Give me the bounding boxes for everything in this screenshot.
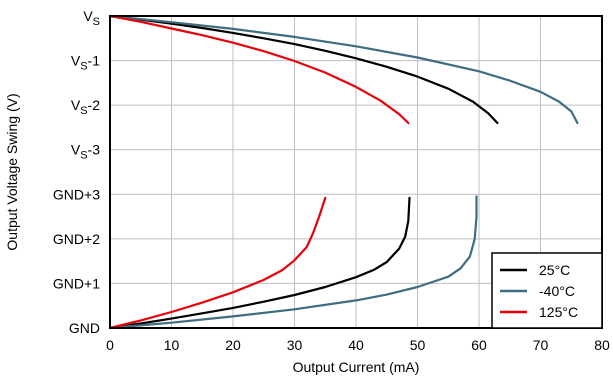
series-line-2-low bbox=[108, 196, 327, 330]
series-line-0-high bbox=[108, 14, 499, 125]
legend: 25°C -40°C 125°C bbox=[491, 252, 603, 329]
legend-label: 25°C bbox=[539, 262, 570, 278]
y-axis-title: Output Voltage Swing (V) bbox=[4, 93, 20, 250]
x-tick-label: 40 bbox=[348, 337, 364, 353]
y-tick-label: GND+1 bbox=[53, 275, 100, 291]
x-tick-label: 80 bbox=[594, 337, 610, 353]
plot-frame bbox=[109, 15, 603, 329]
x-tick-label: 50 bbox=[410, 337, 426, 353]
x-tick-labels: 0 10 20 30 40 50 60 70 80 bbox=[106, 337, 610, 353]
x-tick-label: 30 bbox=[287, 337, 303, 353]
x-tick-label: 0 bbox=[106, 337, 114, 353]
x-tick-label: 10 bbox=[164, 337, 180, 353]
y-tick-label: VS-3 bbox=[71, 142, 100, 162]
legend-box bbox=[491, 252, 603, 329]
y-tick-label: VS-2 bbox=[71, 97, 100, 117]
y-tick-labels: GND GND+1 GND+2 GND+3 VS-3 VS-2 VS-1 VS bbox=[53, 8, 100, 336]
series-line-2-high bbox=[108, 14, 410, 125]
y-tick-label: GND+2 bbox=[53, 231, 100, 247]
legend-label: 125°C bbox=[539, 304, 578, 320]
y-tick-label: VS-1 bbox=[71, 53, 100, 73]
x-tick-label: 60 bbox=[471, 337, 487, 353]
x-axis-title: Output Current (mA) bbox=[293, 359, 420, 375]
series-line-1-high bbox=[108, 14, 579, 125]
x-tick-label: 70 bbox=[533, 337, 549, 353]
x-tick-label: 20 bbox=[225, 337, 241, 353]
series-curves bbox=[108, 14, 579, 330]
y-tick-label: GND bbox=[69, 320, 100, 336]
series-line-1-low bbox=[108, 195, 478, 330]
y-tick-label: GND+3 bbox=[53, 186, 100, 202]
legend-label: -40°C bbox=[539, 283, 575, 299]
series-line-0-low bbox=[108, 196, 411, 330]
y-tick-label: VS bbox=[83, 8, 100, 28]
